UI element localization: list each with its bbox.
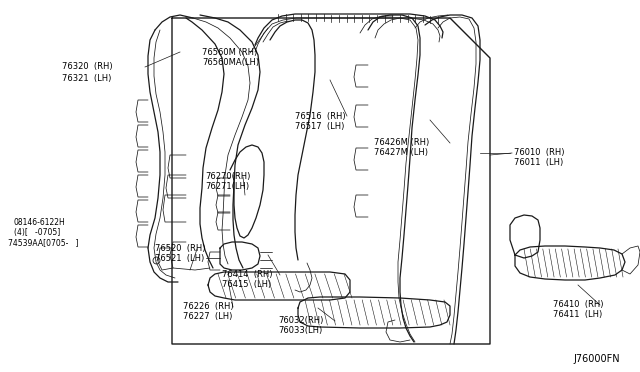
Text: 76520  (RH): 76520 (RH) <box>155 244 205 253</box>
Text: 74539AA[0705-   ]: 74539AA[0705- ] <box>8 238 79 247</box>
Text: 76426M (RH): 76426M (RH) <box>374 138 429 147</box>
Text: 76411  (LH): 76411 (LH) <box>553 310 602 319</box>
Text: J76000FN: J76000FN <box>573 354 620 364</box>
Text: 76560M (RH): 76560M (RH) <box>202 48 257 57</box>
Text: (4)[   -0705]: (4)[ -0705] <box>14 228 60 237</box>
Text: 76010  (RH): 76010 (RH) <box>514 148 564 157</box>
Text: 76427M (LH): 76427M (LH) <box>374 148 428 157</box>
Text: 08146-6122H: 08146-6122H <box>14 218 66 227</box>
Text: 76516  (RH): 76516 (RH) <box>295 112 346 121</box>
Text: 76517  (LH): 76517 (LH) <box>295 122 344 131</box>
Text: 76032(RH): 76032(RH) <box>278 316 323 325</box>
Text: 76320  (RH): 76320 (RH) <box>62 62 113 71</box>
Text: 76414  (RH): 76414 (RH) <box>222 270 273 279</box>
Text: 76226  (RH): 76226 (RH) <box>183 302 234 311</box>
Text: 76415  (LH): 76415 (LH) <box>222 280 271 289</box>
Text: 76271(LH): 76271(LH) <box>205 182 249 191</box>
Text: 76227  (LH): 76227 (LH) <box>183 312 232 321</box>
Text: 76321  (LH): 76321 (LH) <box>62 74 111 83</box>
Text: 76410  (RH): 76410 (RH) <box>553 300 604 309</box>
Text: 76270(RH): 76270(RH) <box>205 172 250 181</box>
Text: 76521  (LH): 76521 (LH) <box>155 254 204 263</box>
Text: 76560MA(LH): 76560MA(LH) <box>202 58 259 67</box>
Text: 76033(LH): 76033(LH) <box>278 326 323 335</box>
Text: 76011  (LH): 76011 (LH) <box>514 158 563 167</box>
